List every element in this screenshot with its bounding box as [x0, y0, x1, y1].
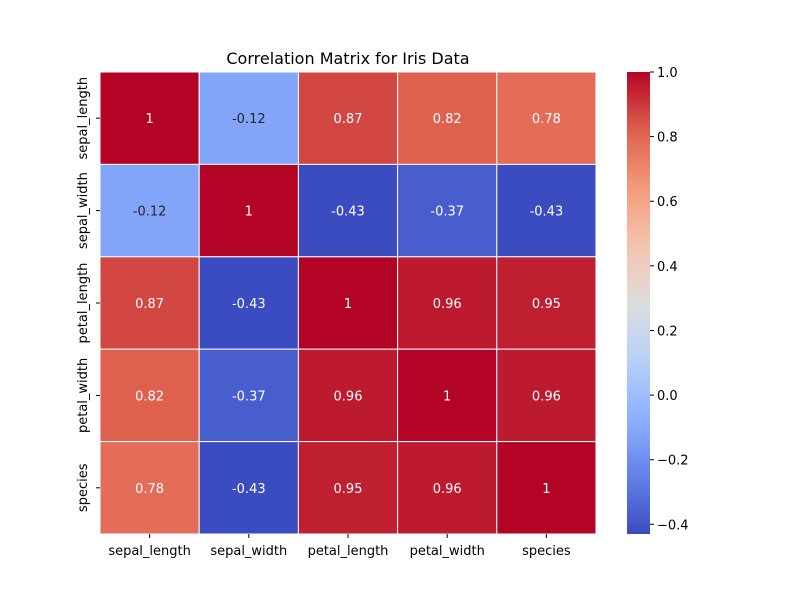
heatmap-cell	[297, 441, 399, 535]
cell-value-label: -0.43	[331, 205, 365, 220]
chart-title: Correlation Matrix for Iris Data	[226, 49, 469, 68]
cell-value-label: 0.96	[334, 389, 363, 404]
heatmap-cell	[496, 256, 597, 350]
cell-value-label: 0.95	[334, 482, 363, 497]
heatmap-cell	[297, 71, 399, 165]
cell-value-label: 0.95	[532, 297, 561, 312]
y-tick-label: species	[76, 463, 91, 512]
colorbar-tick-label: −0.4	[657, 518, 689, 533]
heatmap-cell	[496, 71, 597, 165]
x-tick-label: sepal_width	[210, 544, 287, 559]
heatmap-cell	[496, 348, 597, 443]
x-axis: sepal_length sepal_width petal_length petal…	[108, 534, 571, 559]
x-tick-label: petal_width	[410, 544, 485, 559]
cell-value-label: 0.78	[135, 482, 164, 497]
x-tick-label: petal_length	[308, 544, 389, 559]
cell-value-label: 1	[245, 205, 253, 220]
colorbar-tick-label: 0.0	[657, 389, 678, 404]
y-axis: sepal_length sepal_width petal_lengthpetal…	[76, 77, 100, 512]
colorbar-gradient	[627, 72, 650, 534]
heatmap-cell	[99, 441, 200, 535]
y-tick-label: petal_length	[76, 263, 91, 344]
heatmap-cell	[99, 163, 200, 258]
heatmap-cell	[198, 71, 299, 165]
cell-value-label: 0.87	[135, 297, 164, 312]
cell-value-label: 0.82	[433, 112, 462, 127]
colorbar-tick-label: 0.8	[657, 131, 678, 146]
colorbar-tick-label: 0.6	[657, 195, 678, 210]
y-tick-label: sepal_length	[76, 77, 91, 160]
cell-value-label: 0.96	[532, 389, 561, 404]
cell-value-label: 1	[145, 112, 153, 127]
heatmap-cell	[99, 71, 200, 165]
colorbar-tick-label: 1.0	[657, 66, 678, 81]
colorbar: −0.4 −0.2 0.0 0.2 0.4 0.6 0.8 1.0	[627, 66, 689, 534]
cell-value-label: -0.37	[430, 205, 464, 220]
x-tick-label: species	[522, 544, 571, 559]
colorbar-tick-label: 0.2	[657, 324, 678, 339]
heatmap-cell	[297, 163, 399, 258]
heatmap-cell	[297, 348, 399, 443]
cell-value-label: -0.43	[232, 297, 266, 312]
y-tick-label: sepal_width	[76, 172, 91, 249]
colorbar-tick-label: 0.4	[657, 260, 678, 275]
colorbar-tick-label: −0.2	[657, 454, 689, 469]
heatmap-cell	[397, 348, 498, 443]
cell-value-label: -0.12	[232, 112, 266, 127]
cell-value-label: 0.78	[532, 112, 561, 127]
heatmap-cell	[297, 256, 399, 350]
cell-value-label: 1	[443, 389, 451, 404]
heatmap-cell	[496, 441, 597, 535]
x-tick-label: sepal_length	[108, 544, 191, 559]
heatmap-cell	[397, 71, 498, 165]
heatmap-cells: 1 -0.12 0.87 0.82 0.78 -0.12 1 -0.43 -0.37 -0.43 0…	[99, 71, 597, 535]
cell-value-label: 0.82	[135, 389, 164, 404]
cell-value-label: 0.87	[334, 112, 363, 127]
cell-value-label: -0.37	[232, 389, 266, 404]
heatmap-cell	[198, 256, 299, 350]
cell-value-label: -0.43	[232, 482, 266, 497]
heatmap-cell	[198, 348, 299, 443]
cell-value-label: -0.12	[133, 205, 167, 220]
cell-value-label: 0.96	[433, 297, 462, 312]
y-tick-label: petal_width	[76, 358, 91, 433]
cell-value-label: -0.43	[530, 205, 564, 220]
heatmap-cell	[397, 256, 498, 350]
cell-value-label: 0.96	[433, 482, 462, 497]
heatmap-cell	[198, 441, 299, 535]
heatmap-cell	[496, 163, 597, 258]
cell-value-label: 1	[542, 482, 550, 497]
cell-value-label: 1	[344, 297, 352, 312]
